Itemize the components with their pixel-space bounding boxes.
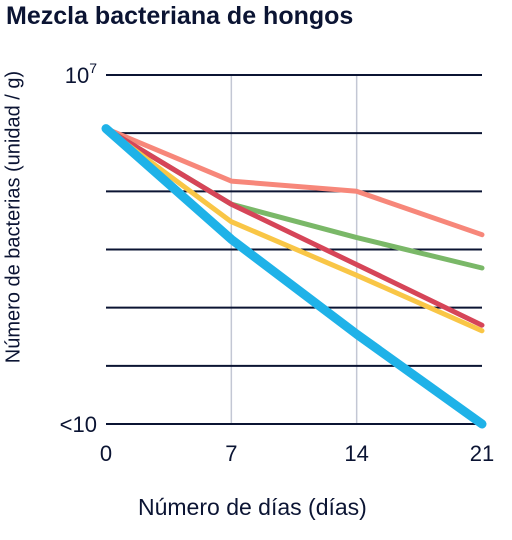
series-lines [101, 124, 487, 429]
x-axis-label: Número de días (días) [138, 494, 367, 520]
y-tick-label: 107 [65, 60, 97, 88]
x-tick-label: 0 [100, 441, 112, 466]
x-tick-label: 21 [470, 441, 494, 466]
series-line [103, 126, 485, 238]
x-tick-label: 7 [225, 441, 237, 466]
series-line [103, 126, 485, 334]
series-line [103, 126, 485, 328]
chart-title: Mezcla bacteriana de hongos [6, 2, 354, 30]
x-tick-label: 14 [344, 441, 368, 466]
series-line [101, 124, 487, 429]
tick-labels: 0 7 14 21 107 <10 [60, 60, 495, 466]
y-tick-label: <10 [60, 412, 97, 437]
